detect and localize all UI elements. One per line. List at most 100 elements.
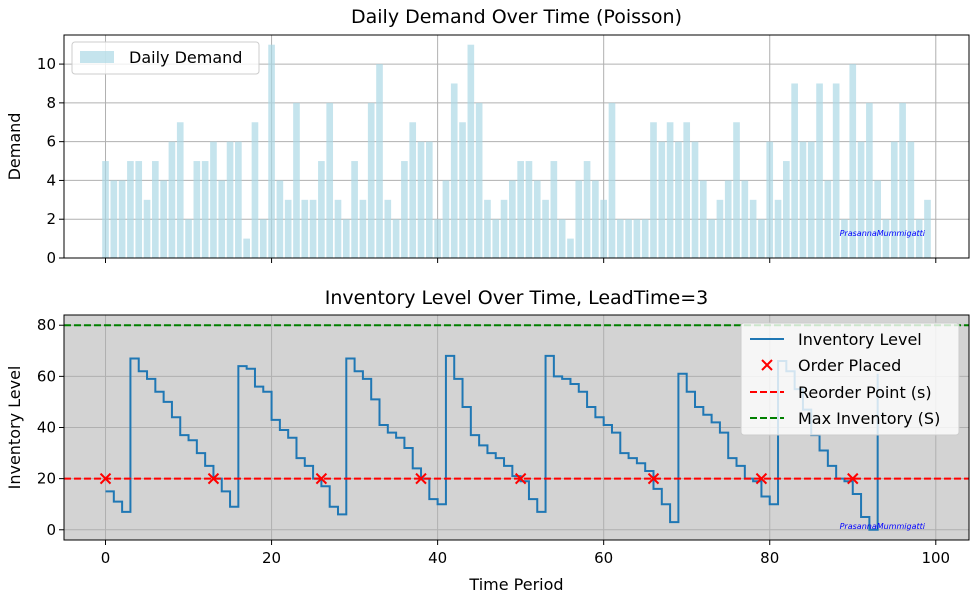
demand-bar [866,102,873,258]
demand-bar [791,83,798,258]
demand-y-tick-label: 10 [37,55,56,73]
inventory-legend: Inventory Level Order Placed Reorder Poi… [740,322,960,436]
demand-bar [666,122,674,258]
order-placed-marker-stroke [99,472,112,485]
demand-bar [542,199,549,258]
inventory-y-tick-label: 20 [37,470,56,488]
demand-bar [567,238,574,258]
demand-bar [176,122,184,258]
demand-bar [326,102,334,258]
demand-bar [683,122,691,258]
order-placed-marker [755,472,768,485]
demand-bar [708,219,715,258]
demand-bar [185,219,192,258]
demand-bar [210,141,217,258]
demand-bar [135,161,143,258]
demand-bar [168,141,176,258]
order-placed-marker-stroke [207,472,220,485]
demand-bar [650,122,657,258]
demand-bar [625,219,632,258]
demand-bar [442,180,450,258]
demand-bar [691,141,699,258]
inventory-x-tick-label: 0 [101,549,111,567]
demand-bar [218,180,226,258]
demand-bar [342,219,350,258]
inventory-x-tick-label: 40 [428,549,447,567]
order-placed-marker-stroke [315,472,328,485]
demand-bar [434,219,441,258]
order-placed-marker [514,472,527,485]
demand-bar [401,161,408,258]
demand-bar [907,141,915,258]
demand-bar [450,83,458,258]
demand-bar [152,161,159,258]
demand-watermark: PrasannaMummigatti [840,229,926,238]
demand-legend-box [71,41,260,75]
demand-bar [459,122,466,258]
inventory-y-tick-label: 0 [46,521,56,539]
demand-bar [924,199,931,258]
demand-bar [592,180,599,258]
demand-bar [733,122,740,258]
demand-y-tick-label: 6 [46,133,56,151]
demand-bar [484,199,491,258]
demand-bar [334,199,342,258]
demand-bar [824,180,832,258]
demand-bar [118,180,126,258]
legend-order-placed-swatch [761,359,773,371]
demand-y-tick-label: 4 [46,171,56,189]
order-placed-marker [415,472,427,485]
demand-bar [882,219,890,258]
demand-bar [467,44,475,258]
legend-order-placed-label: Order Placed [798,356,901,375]
inventory-level-line [105,354,879,531]
demand-bar [600,199,607,258]
legend-inventory-level-label: Inventory Level [798,330,922,349]
demand-bar [226,141,234,258]
inventory-x-tick-label: 60 [594,549,613,567]
demand-bar [832,83,840,258]
demand-bar [583,161,591,258]
demand-bar [533,180,541,258]
demand-bar [259,219,267,258]
demand-bar [475,102,483,258]
demand-bar [251,122,259,258]
inventory-y-tick-label: 60 [37,367,56,385]
demand-plot-frame [63,34,970,259]
demand-bar [102,161,109,258]
demand-bar [351,161,358,258]
demand-bar [550,161,558,258]
demand-bar [575,180,583,258]
order-placed-marker-stroke [514,472,527,485]
demand-bar [849,64,857,258]
demand-bar [235,141,242,258]
demand-bar [309,199,317,258]
demand-bar [492,219,500,258]
demand-bar [367,102,375,258]
demand-legend: Daily Demand [71,41,260,75]
demand-x-axis [105,258,937,263]
demand-bar [268,44,275,258]
demand-bar [857,141,865,258]
order-placed-marker-stroke [847,472,859,485]
demand-bar [616,219,624,258]
inventory-x-tick-label: 20 [262,549,281,567]
demand-bar [110,180,118,258]
inventory-y-tick-label: 80 [37,316,56,334]
demand-bar [193,161,201,258]
demand-bar [658,141,666,258]
demand-bar [376,64,383,258]
demand-bar [517,161,524,258]
demand-bar [558,219,566,258]
demand-bar [301,199,309,258]
demand-bar [874,180,881,258]
demand-bar [359,199,367,258]
demand-bar [160,180,167,258]
inventory-y-tick-label: 40 [37,419,56,437]
order-placed-marker [647,472,660,485]
demand-bar [766,141,774,258]
demand-bar [675,141,682,258]
demand-y-tick-label: 2 [46,210,56,228]
demand-bar [608,102,616,258]
inventory-x-tick-label: 100 [921,549,950,567]
